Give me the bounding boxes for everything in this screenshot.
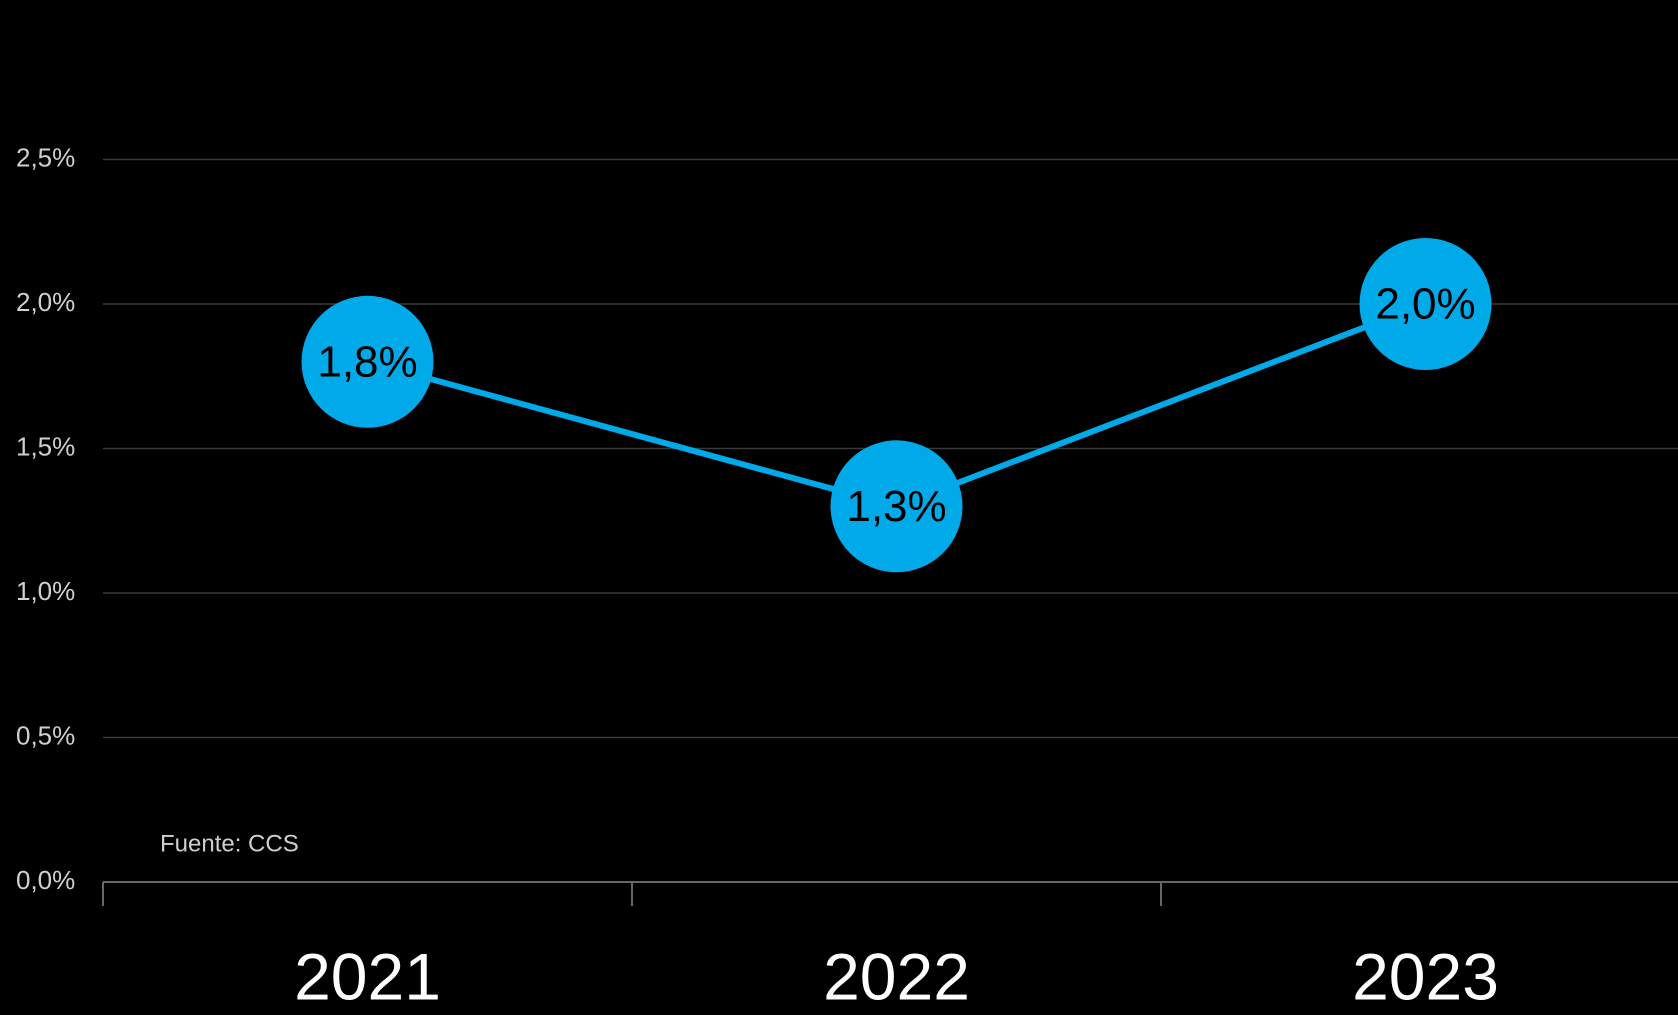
y-tick-label: 1,0% (16, 576, 75, 606)
x-tick-label: 2022 (823, 939, 970, 1013)
point (830, 440, 963, 573)
point (1359, 238, 1492, 370)
y-tick-label: 2,5% (16, 142, 75, 172)
point (301, 295, 434, 428)
x-tick-label: 2023 (1352, 939, 1499, 1013)
source-note: Fuente: CCS (160, 830, 299, 857)
data-label: 2,0% (1375, 280, 1475, 329)
y-tick-label: 0,0% (16, 865, 75, 895)
y-tick-label: 1,5% (16, 431, 75, 461)
x-tick-label: 2021 (294, 939, 441, 1013)
data-label: 1,3% (846, 482, 946, 531)
y-tick-label: 2,0% (16, 287, 75, 317)
data-label: 1,8% (317, 337, 417, 386)
y-tick-label: 0,5% (16, 720, 75, 750)
